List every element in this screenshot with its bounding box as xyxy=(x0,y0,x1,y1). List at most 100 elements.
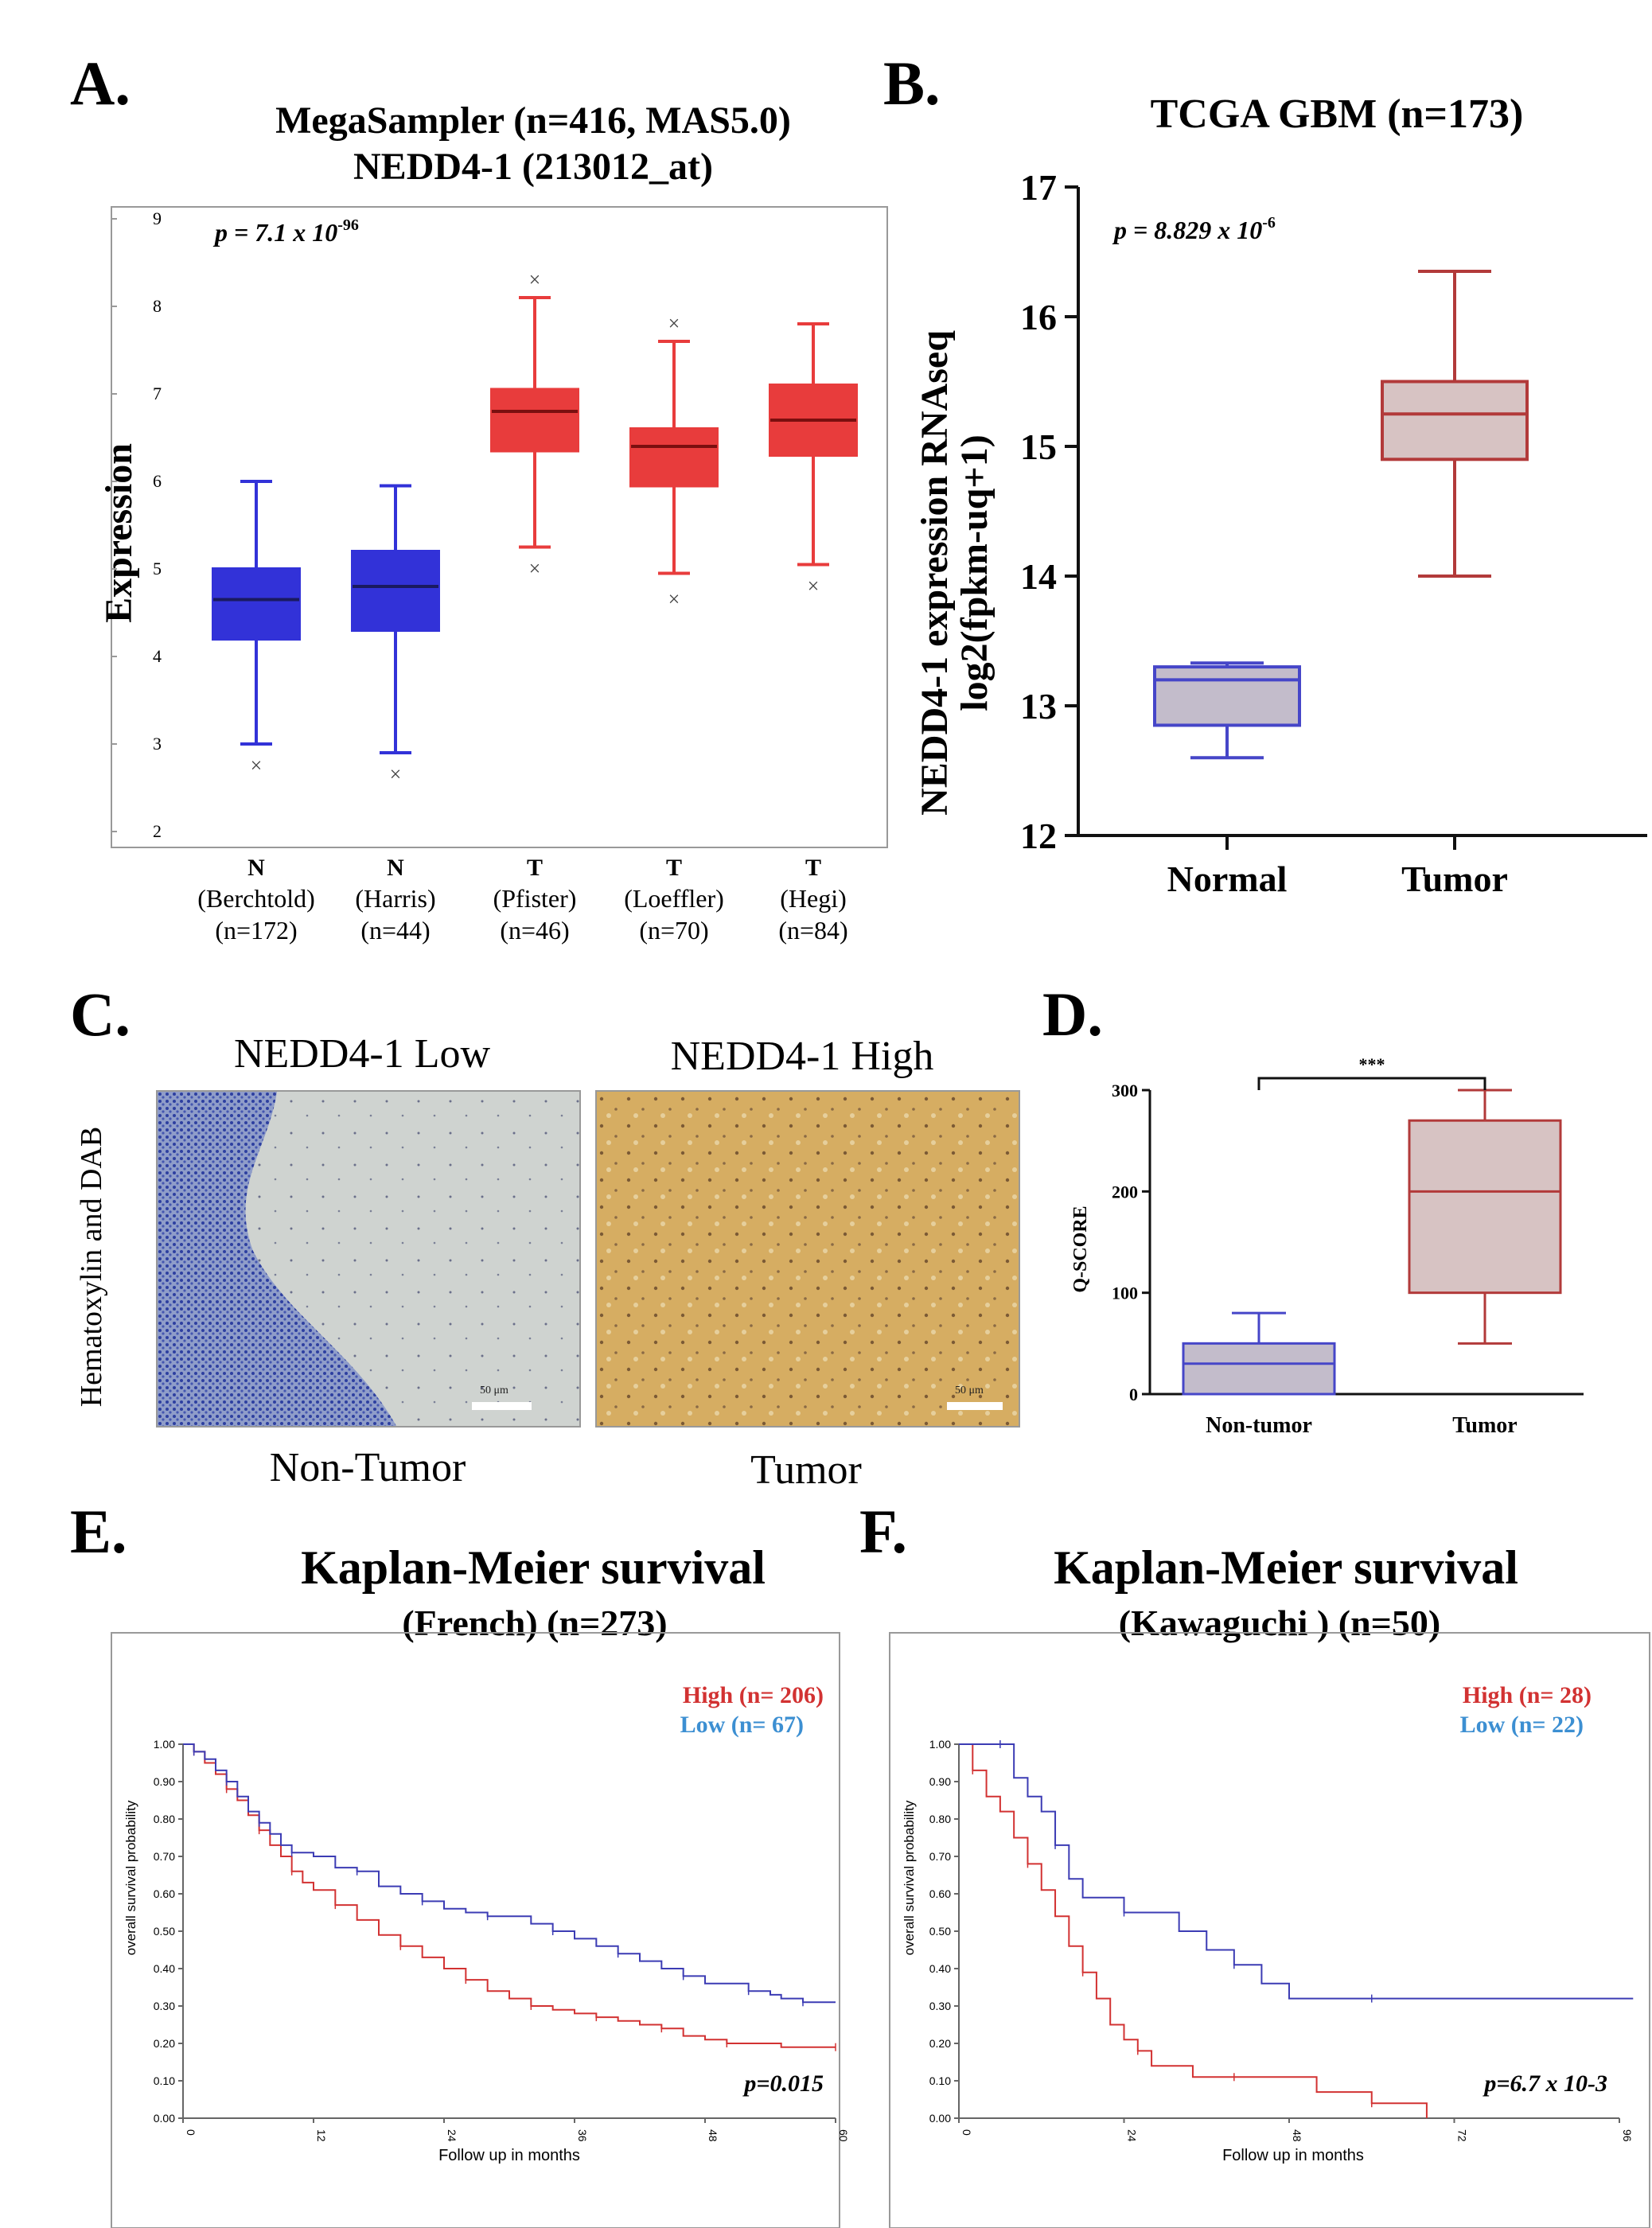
x-group-label: T xyxy=(527,855,543,881)
box xyxy=(1381,380,1529,462)
ihc-high-image: 50 μm xyxy=(595,1090,1020,1428)
panel-f-legend-low: Low (n= 22) xyxy=(1460,1712,1584,1738)
y-tick-label: 300 xyxy=(1112,1081,1138,1100)
panel-d-marks: 0 100 200 300 Non-tumor Tumor *** xyxy=(1112,1054,1584,1438)
y-tick-label: 0 xyxy=(1129,1385,1138,1404)
y-tick-label: 0.30 xyxy=(154,2000,175,2012)
panel-e-ylabel: overall survival probability xyxy=(123,1800,138,1955)
y-tick-label: 0.20 xyxy=(929,2037,951,2050)
outlier-marker: × xyxy=(529,557,541,580)
panel-e-xlabel: Follow up in months xyxy=(438,2147,580,2164)
panel-f-legend-high: High (n= 28) xyxy=(1463,1682,1592,1708)
panel-c-ylabel: Hematoxylin and DAB xyxy=(75,1126,108,1408)
y-tick-label: 0.20 xyxy=(154,2037,175,2050)
y-tick-label: 0.10 xyxy=(929,2074,951,2087)
y-tick-label: 8 xyxy=(153,296,162,316)
panel-b-ylabel-line1: NEDD4-1 expression RNAseq xyxy=(914,330,956,816)
y-tick-label: 0.50 xyxy=(154,1925,175,1938)
y-tick-label: 0.80 xyxy=(929,1813,951,1825)
x-group-count: (n=46) xyxy=(500,916,569,945)
x-group-dataset: (Pfister) xyxy=(493,884,577,913)
y-tick-label: 0.00 xyxy=(154,2112,175,2125)
y-tick-label: 0.70 xyxy=(929,1850,951,1863)
x-tick-label: Tumor xyxy=(1401,859,1508,899)
ihc-low-texture xyxy=(158,1092,579,1426)
y-tick-label: 4 xyxy=(153,646,162,666)
box xyxy=(1182,1342,1336,1396)
panel-a-letter: A. xyxy=(70,49,131,118)
significance-bracket xyxy=(1257,1077,1486,1090)
panel-a-boxplot: MegaSampler (n=416, MAS5.0) NEDD4-1 (213… xyxy=(98,99,888,945)
ihc-low-scalebar xyxy=(472,1402,532,1410)
ihc-high-texture xyxy=(597,1092,1019,1426)
y-tick-label: 0.90 xyxy=(929,1775,951,1788)
x-tick-label: Tumor xyxy=(1452,1413,1517,1438)
outlier-marker: × xyxy=(390,763,402,786)
panel-e-marks: 0.00 0.10 0.20 0.30 0.40 0.50 0.60 0.70 0.80 0.90… xyxy=(154,1738,850,2142)
panel-f-km-plot: Kaplan-Meier survival (Kawaguchi ) (n=50… xyxy=(889,1541,1650,2228)
y-tick-label: 3 xyxy=(153,734,162,754)
x-group-dataset: (Loeffler) xyxy=(624,884,724,913)
x-group-count: (n=44) xyxy=(360,916,430,945)
outlier-marker: × xyxy=(529,268,541,291)
y-tick-label: 0.80 xyxy=(154,1813,175,1825)
ihc-low-title: NEDD4-1 Low xyxy=(233,1031,491,1077)
panel-e-title-line1: Kaplan-Meier survival xyxy=(301,1541,766,1594)
panel-b-boxplot: TCGA GBM (n=173) NEDD4-1 expression RNAs… xyxy=(914,92,1647,899)
x-tick-label: 0 xyxy=(185,2129,197,2136)
panel-b-title: TCGA GBM (n=173) xyxy=(1151,92,1524,137)
x-group-label: N xyxy=(387,855,404,881)
ihc-high-scalebar xyxy=(947,1402,1003,1410)
panel-d-ylabel: Q-SCORE xyxy=(1070,1206,1091,1292)
x-group-dataset: (Berchtold) xyxy=(197,884,315,913)
panel-f-ylabel: overall survival probability xyxy=(902,1800,917,1955)
panel-a-marks: 2 3 4 5 6 7 8 9 × × × × × × × N (Berchtold) (n=172) N (Harr… xyxy=(111,208,858,945)
panel-b-pvalue-exp: -6 xyxy=(1262,214,1276,232)
y-tick-label: 6 xyxy=(153,471,162,491)
x-tick-label: 60 xyxy=(837,2129,850,2142)
x-tick-label: Normal xyxy=(1167,859,1288,899)
panel-b-letter: B. xyxy=(883,49,941,118)
x-tick-label: 24 xyxy=(446,2129,458,2142)
panel-e-letter: E. xyxy=(70,1497,127,1566)
x-tick-label: 48 xyxy=(707,2129,719,2142)
outlier-marker: × xyxy=(668,312,680,335)
panel-f-marks: 0.00 0.10 0.20 0.30 0.40 0.50 0.60 0.70 0.80 0.90… xyxy=(929,1738,1634,2142)
y-tick-label: 17 xyxy=(1020,167,1057,208)
y-tick-label: 0.10 xyxy=(154,2074,175,2087)
x-group-count: (n=84) xyxy=(778,916,847,945)
box xyxy=(212,567,301,641)
panel-e-legend-low: Low (n= 67) xyxy=(680,1712,804,1738)
x-tick-label: 96 xyxy=(1621,2129,1634,2142)
y-tick-label: 16 xyxy=(1020,297,1057,337)
x-group-label: N xyxy=(247,855,265,881)
box xyxy=(1408,1119,1562,1295)
km-curve xyxy=(959,1743,1428,2118)
panel-c-letter: C. xyxy=(70,980,131,1049)
outlier-marker: × xyxy=(251,754,263,777)
x-group-label: T xyxy=(805,855,821,881)
y-tick-label: 12 xyxy=(1020,816,1057,856)
x-tick-label: 12 xyxy=(315,2129,328,2142)
panel-f-title-line1: Kaplan-Meier survival xyxy=(1054,1541,1518,1594)
panel-f-title-line2: (Kawaguchi ) (n=50) xyxy=(1119,1603,1440,1643)
box xyxy=(351,550,440,632)
x-tick-label: 36 xyxy=(576,2129,589,2142)
y-tick-label: 0.60 xyxy=(929,1887,951,1900)
y-tick-label: 13 xyxy=(1020,686,1057,726)
box xyxy=(1153,665,1301,727)
outlier-marker: × xyxy=(668,588,680,611)
panel-a-pvalue-exp: -96 xyxy=(337,216,359,234)
panel-a-plot-frame xyxy=(111,206,888,848)
x-tick-label: 24 xyxy=(1126,2129,1139,2142)
panel-e-title-line2: (French) (n=273) xyxy=(402,1603,667,1643)
x-group-label: T xyxy=(666,855,682,881)
panel-f-xlabel: Follow up in months xyxy=(1222,2147,1364,2164)
panel-a-ylabel: Expression xyxy=(98,443,140,623)
km-curve xyxy=(183,1743,836,2048)
panel-a-title-line1: MegaSampler (n=416, MAS5.0) xyxy=(275,99,791,142)
y-tick-label: 1.00 xyxy=(929,1738,951,1751)
panel-f-letter: F. xyxy=(859,1497,907,1566)
x-tick-label: 0 xyxy=(960,2129,973,2136)
panel-e-pvalue: p=0.015 xyxy=(742,2070,824,2097)
